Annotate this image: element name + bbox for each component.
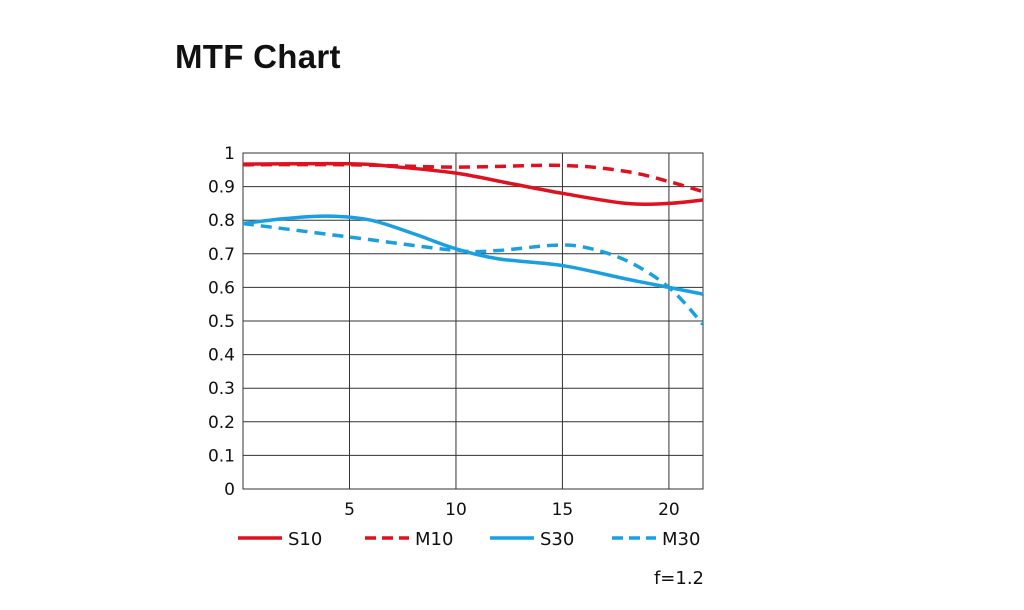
series-line-m30 <box>242 221 705 326</box>
x-tick-label: 20 <box>658 500 680 520</box>
y-tick-label: 0.5 <box>208 312 235 332</box>
legend-label-s10: S10 <box>288 529 322 550</box>
legend-label-s30: S30 <box>540 529 574 550</box>
y-tick-label: 0.7 <box>208 245 235 265</box>
series-line-s10 <box>242 161 704 207</box>
y-tick-label: 0.4 <box>208 346 235 366</box>
series-line-m10 <box>242 162 704 194</box>
y-tick-label: 0.1 <box>208 446 235 466</box>
aperture-annotation: f=1.2 <box>654 568 704 589</box>
y-tick-label: 0.6 <box>208 278 235 298</box>
y-tick-label: 0 <box>224 480 235 500</box>
series-line-s30 <box>242 214 704 296</box>
x-tick-label: 15 <box>552 500 574 520</box>
y-tick-label: 0.2 <box>208 413 235 433</box>
y-tick-label: 1 <box>224 144 235 164</box>
y-tick-label: 0.3 <box>208 379 235 399</box>
chart-title: MTF Chart <box>175 38 341 75</box>
legend-label-m10: M10 <box>415 529 453 550</box>
x-tick-label: 5 <box>344 500 355 520</box>
legend-label-m30: M30 <box>662 529 700 550</box>
y-tick-label: 0.9 <box>208 178 235 198</box>
y-tick-label: 0.8 <box>208 211 235 231</box>
x-tick-label: 10 <box>445 500 467 520</box>
plot-frame <box>242 152 704 490</box>
